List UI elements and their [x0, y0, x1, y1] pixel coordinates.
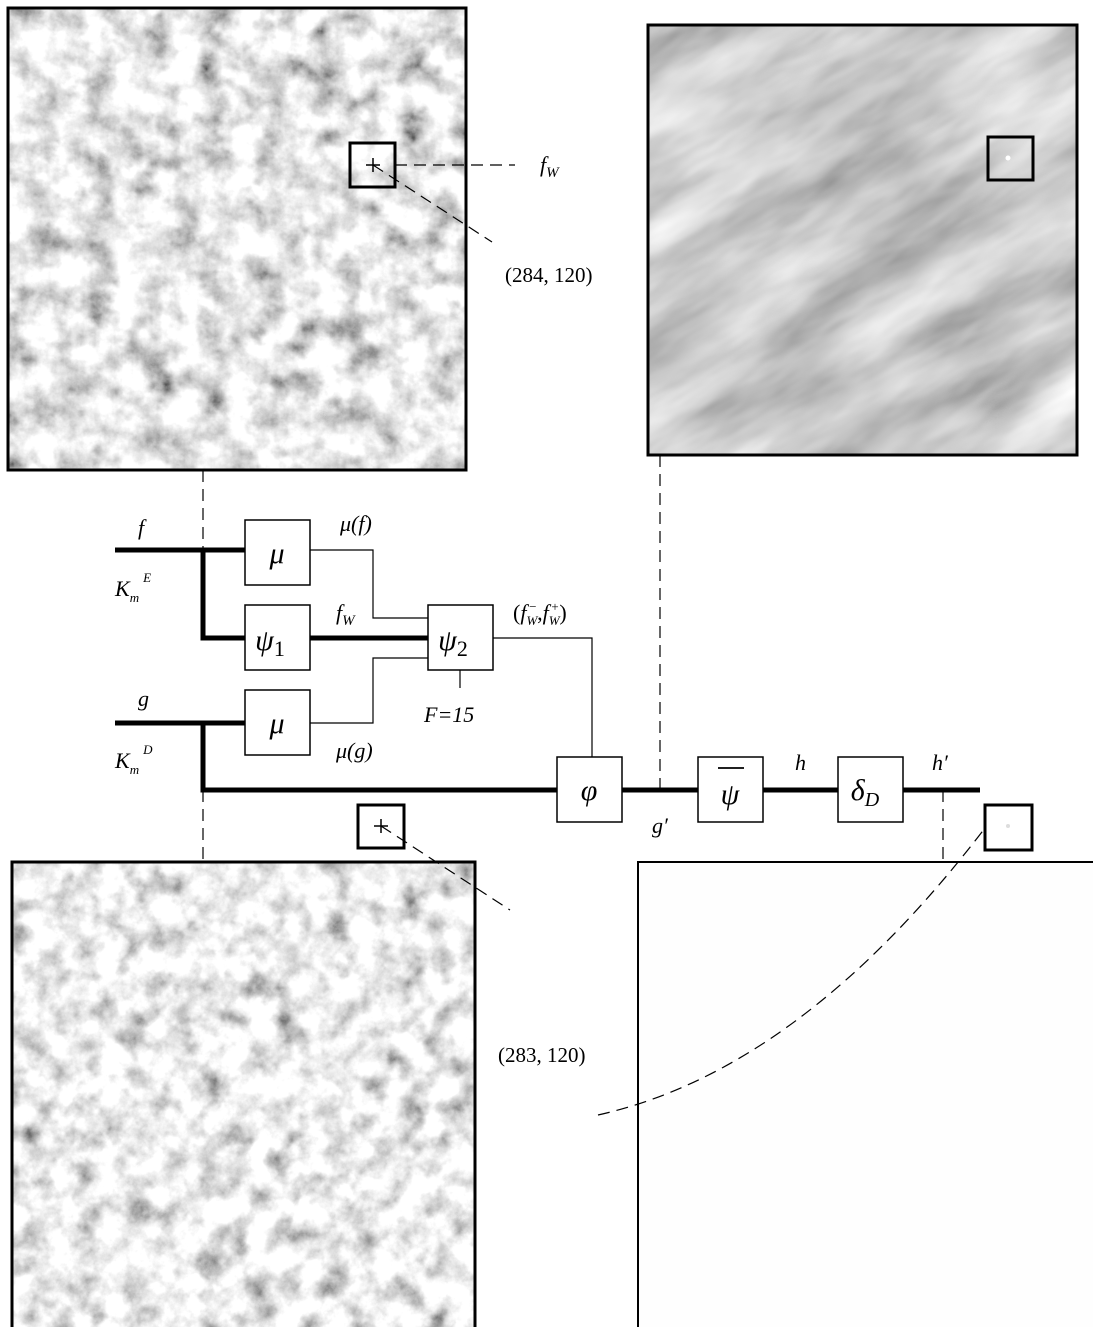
label-base: K — [114, 748, 131, 773]
signal-label: fW — [336, 600, 356, 629]
signal-label: h′ — [932, 750, 949, 775]
label-sub: W — [342, 613, 356, 629]
label-base: ψ — [438, 624, 458, 657]
window-label: fW — [540, 152, 560, 181]
signal-label: μ(f) — [339, 511, 372, 536]
label-sub: 1 — [274, 636, 285, 661]
domain-label: KmE — [114, 570, 151, 605]
peak — [1006, 824, 1010, 828]
signal-label: (fW−,fW+) — [513, 599, 567, 628]
result-image — [638, 862, 1093, 1327]
input-label: g — [138, 686, 149, 711]
source-image — [8, 8, 466, 470]
diagram: fW (284, 120) μ ψ1 ψ2 μ φ ψ δD f KmE g K… — [0, 0, 1093, 1327]
block-label: φ — [581, 774, 598, 807]
block-label: μ — [268, 707, 284, 740]
coordinates: (283, 120) — [498, 1043, 586, 1067]
peak — [1006, 156, 1011, 161]
target-image — [12, 862, 475, 1327]
domain-label: KmD — [114, 742, 153, 777]
page: fW (284, 120) μ ψ1 ψ2 μ φ ψ δD f KmE g K… — [0, 0, 1093, 1327]
signal-label: h — [795, 750, 806, 775]
label-sup: + — [551, 599, 560, 614]
paren: ) — [559, 600, 566, 625]
signal-label: g′ — [652, 813, 669, 838]
label-sub: D — [864, 789, 880, 811]
label-sup: E — [142, 570, 151, 585]
label-sub: W — [546, 165, 560, 181]
label-base: ψ — [255, 624, 275, 657]
coordinates: (284, 120) — [505, 263, 593, 287]
label-base: K — [114, 576, 131, 601]
signal-label: μ(g) — [335, 738, 373, 763]
label-sup: − — [528, 599, 537, 614]
label-sub: m — [130, 590, 139, 605]
label-base: δ — [851, 774, 866, 807]
block-label: μ — [268, 537, 284, 570]
input-label: f — [138, 515, 147, 540]
paren: ( — [513, 600, 520, 625]
block-label: ψ — [721, 778, 741, 811]
label-sub: 2 — [457, 636, 468, 661]
label-sub: m — [130, 762, 139, 777]
label-sup: D — [142, 742, 153, 757]
parameter: F=15 — [423, 702, 474, 727]
